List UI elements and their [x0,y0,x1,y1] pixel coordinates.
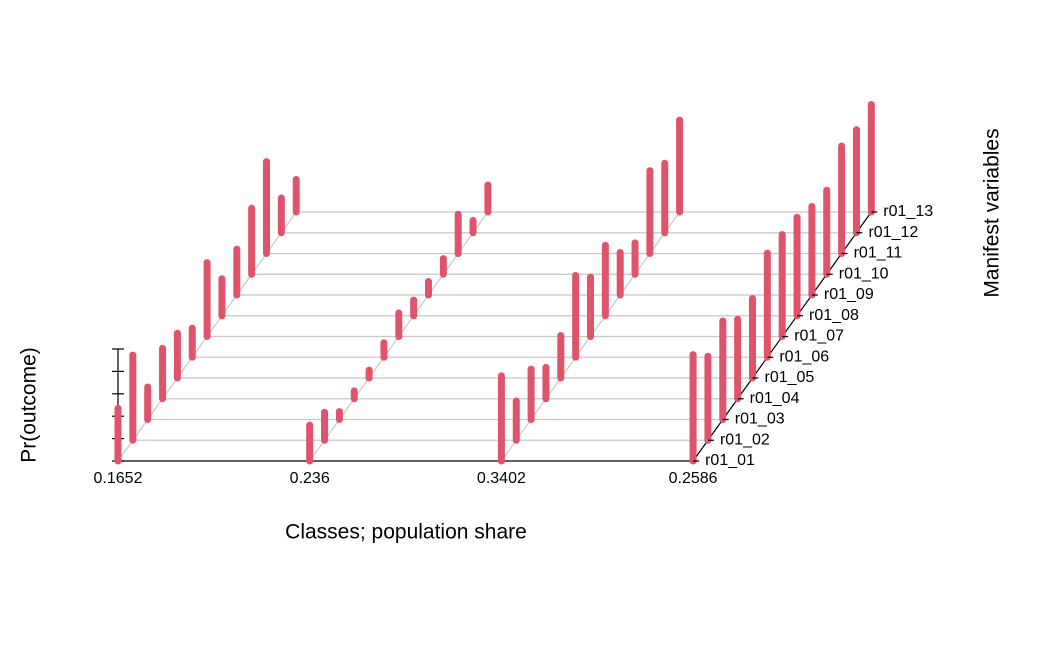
z-tick-label: r01_08 [809,307,859,324]
x-tick-label: 0.2586 [669,470,718,487]
y-axis-title: Pr(outcome) [18,347,41,463]
z-tick-label: r01_13 [883,203,933,220]
z-axis-title: Manifest variables [981,128,1004,297]
z-tick-label: r01_06 [779,348,829,365]
x-tick-label: 0.1652 [94,470,143,487]
x-tick-label: 0.236 [290,470,330,487]
z-tick-label: r01_09 [824,286,874,303]
z-tick-label: r01_04 [750,390,800,407]
z-tick-label: r01_07 [794,328,844,345]
z-tick-label: r01_02 [720,431,770,448]
z-tick-label: r01_01 [705,452,755,469]
x-axis-title: Classes; population share [285,521,527,544]
x-tick-label: 0.3402 [477,470,526,487]
z-tick-label: r01_12 [868,224,918,241]
z-tick-label: r01_11 [854,245,903,262]
z-tick-label: r01_05 [765,369,815,386]
z-tick-label: r01_03 [735,411,785,428]
z-tick-label: r01_10 [839,265,889,282]
